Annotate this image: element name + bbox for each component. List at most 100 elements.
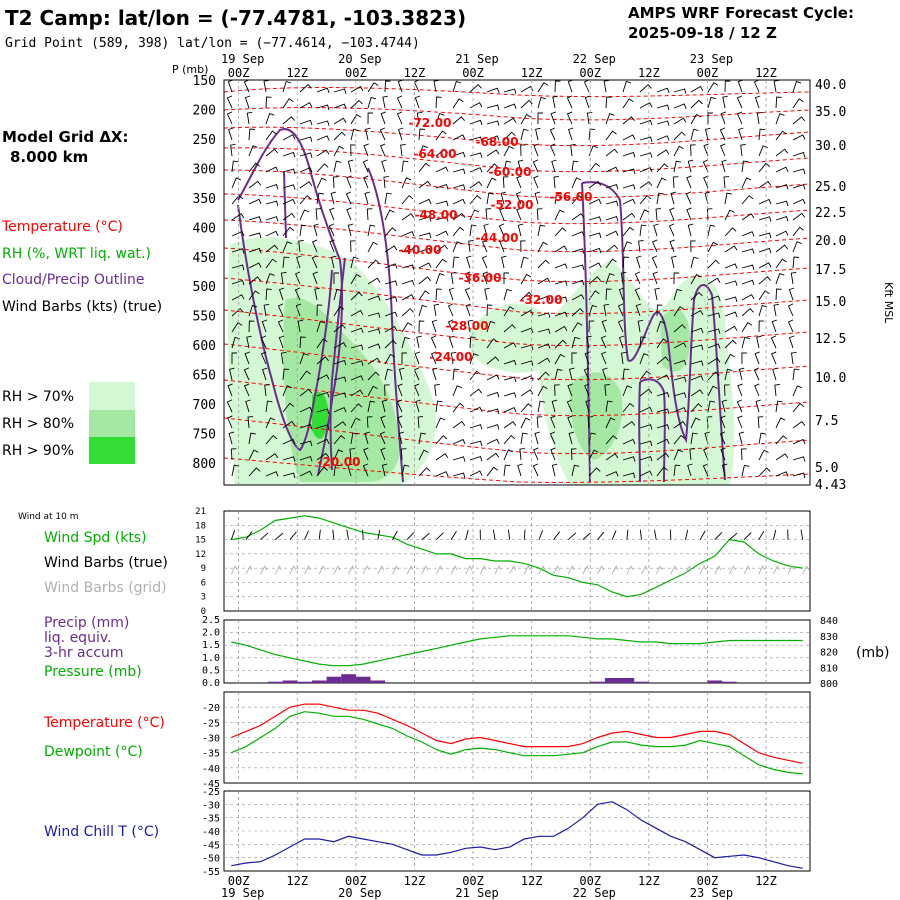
temp-y-tick: -45 [202,779,220,790]
wind-barb [248,145,258,157]
wind-y-tick: 0 [201,607,206,617]
windchill-y-tick: -30 [202,800,220,811]
wind-barb [690,113,702,125]
height-tick: 22.5 [815,206,846,221]
wind-barb [435,273,445,285]
wind-barb [316,408,330,415]
wind-barb [586,335,592,349]
wind-barb [282,116,295,125]
precip-y-tick: 2.0 [202,628,220,639]
wind-barb [333,407,347,413]
wind-barb-true [392,530,398,540]
wind-barb [282,456,296,462]
wind-barb [418,198,432,205]
wind-barb [299,119,313,126]
wind-barb [231,294,245,301]
bottom-time-tick: 12Z [755,874,777,888]
wind-barb-grid [362,565,370,575]
wind-barb [379,431,386,445]
wind-barb [753,367,760,381]
wind-barb [532,159,539,173]
wind-barb [299,440,313,447]
wind-barb [721,399,728,413]
rh70-label: RH > 70% [2,389,74,405]
wind-barb [551,463,558,477]
wind-barb-grid [728,565,736,575]
wind-barb [724,209,735,221]
wind-barb [673,392,687,398]
wind-barb [520,360,534,366]
wind-barb [380,111,386,125]
wind-barb [566,399,573,413]
wind-barb-true [492,529,496,540]
wind-y-tick: 9 [201,564,206,574]
wind-barb [775,166,789,173]
wind-barb [435,184,449,190]
wind-barb [588,432,596,445]
precip-bar [341,674,356,683]
wind-barb [758,276,771,285]
wind-barb-true [597,531,605,540]
wind-barb [554,325,568,333]
wind-barb [486,391,500,398]
wind-barb [503,160,512,173]
time-series-panels: 0 3 6 9 12 15 18 21 2.5 2.01.5 1.00.5 0.0 840 830 820 8… [195,507,838,900]
wind-barb [367,385,378,397]
wind-barb-grid [655,565,663,575]
wind-barb [774,384,780,397]
wind-barb [622,134,636,141]
wind-barb [282,151,296,158]
wind-barb [755,399,761,413]
wind-barb [758,216,772,222]
wind-barb-true [639,529,642,540]
wind-barb [282,241,292,253]
wind-barb [537,277,551,285]
wind-barb [600,335,607,349]
wind-barb [639,119,653,126]
wind-barb-grid [304,565,312,575]
wind-barb [788,287,795,301]
wind-barb [382,95,388,109]
wind-barb [416,335,422,349]
wind-barb [550,415,556,429]
wind-barb-grid [479,565,487,575]
wind-barb [350,99,363,109]
temperature-panel: -20 -25 -30 -35 -40 -45 [202,691,811,790]
wind-barb [792,80,802,93]
wind-barb [673,131,686,141]
wind-barb [639,388,653,397]
wind-barb [485,208,492,221]
wind-barb [639,370,651,381]
wind-barb [367,371,380,381]
height-tick: 40.0 [815,78,846,93]
wind-barb [534,431,540,445]
wind-barb [482,239,488,253]
wind-barb [299,136,313,143]
precip-panel-frame [223,619,811,684]
wind-barb [639,456,653,462]
wind-barb-grid [260,565,268,575]
wind-barb [554,80,561,93]
grid-dx-label: Model Grid ΔX: [2,128,129,146]
wind-barb [724,325,738,333]
wind-barb [622,151,636,158]
wind-barb [672,176,679,189]
wind-barb [568,367,575,381]
wind-barb [690,360,704,366]
wind-barb [231,160,239,173]
wind-barb [277,303,284,317]
wind-barb [741,279,755,286]
wind-barb [231,248,245,254]
wind-barb [566,111,573,125]
windchill-y-tick: -25 [202,787,220,798]
isotherm-label: -44.00 [476,231,519,245]
wind-barb [758,198,772,205]
wind-barb [362,159,369,173]
wind-barb [707,295,721,301]
wind-barb [773,80,780,93]
wind-barb [517,223,524,237]
wind-barb [622,80,632,93]
cross-section-time-gridlines [238,80,767,485]
wind-barb [486,374,500,381]
wind-barb [707,400,716,413]
